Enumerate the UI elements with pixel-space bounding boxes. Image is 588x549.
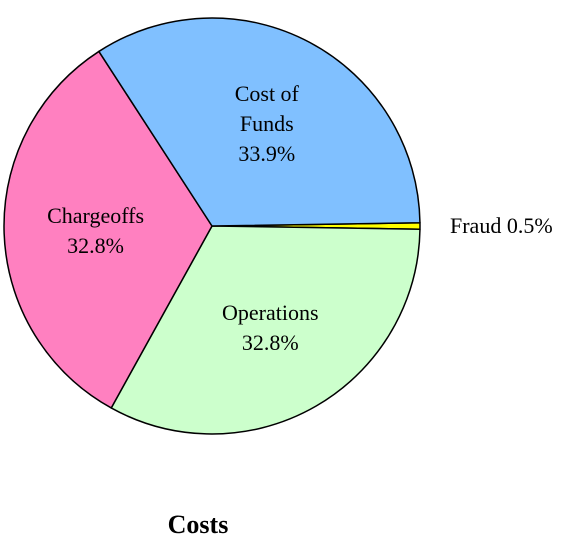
slice-chargeoffs (3, 50, 213, 409)
slice-label-line: 32.8% (67, 233, 124, 258)
slice-label-operations: Operations 32.8% (222, 300, 319, 355)
slice-label-line: Funds (240, 111, 294, 136)
slice-label-chargeoffs: Chargeoffs 32.8% (47, 203, 144, 258)
slice-label-cost-of-funds: Cost of Funds 33.9% (235, 81, 300, 166)
slice-label-line: 32.8% (242, 330, 299, 355)
slice-label-line: Cost of (235, 81, 300, 106)
chart-title: Costs (167, 510, 229, 539)
pie-slices (3, 17, 421, 435)
slice-label-fraud: Fraud 0.5% (450, 213, 553, 238)
slice-label-line: Operations (222, 300, 319, 325)
slice-label-line: Fraud 0.5% (450, 213, 553, 238)
pie-labels: Fraud 0.5% Operations 32.8% Chargeoffs 32.8%… (47, 81, 553, 355)
slice-operations (110, 225, 421, 435)
slice-label-line: 33.9% (238, 141, 295, 166)
slice-label-line: Chargeoffs (47, 203, 144, 228)
slice-cost-of-funds (98, 17, 421, 227)
